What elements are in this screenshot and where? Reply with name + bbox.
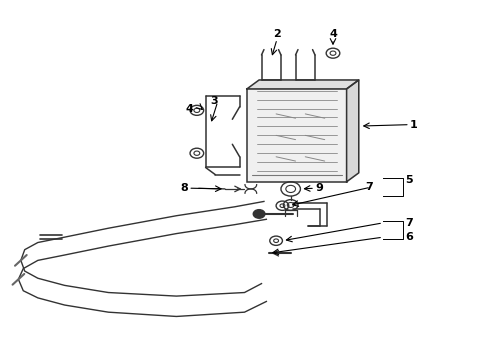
- Circle shape: [253, 210, 264, 218]
- Text: 1: 1: [409, 120, 417, 130]
- Text: 6: 6: [404, 232, 412, 242]
- Text: 4: 4: [328, 29, 336, 39]
- Bar: [246, 89, 346, 182]
- Text: 8: 8: [181, 183, 188, 193]
- Text: 9: 9: [314, 183, 322, 193]
- Polygon shape: [246, 80, 358, 89]
- Text: 4: 4: [185, 104, 193, 113]
- Text: 5: 5: [404, 175, 412, 185]
- Polygon shape: [346, 80, 358, 182]
- Text: 7: 7: [404, 218, 412, 228]
- Text: 7: 7: [365, 182, 372, 192]
- Text: 3: 3: [210, 96, 217, 107]
- Text: 2: 2: [273, 29, 281, 39]
